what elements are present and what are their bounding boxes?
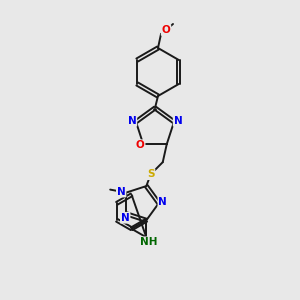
Text: N: N (117, 187, 126, 196)
Text: N: N (158, 197, 167, 207)
Text: N: N (174, 116, 182, 126)
Text: O: O (136, 140, 145, 150)
Text: N: N (128, 116, 136, 126)
Text: O: O (162, 25, 170, 35)
Text: N: N (121, 213, 130, 223)
Text: NH: NH (140, 237, 157, 247)
Text: S: S (147, 169, 154, 179)
